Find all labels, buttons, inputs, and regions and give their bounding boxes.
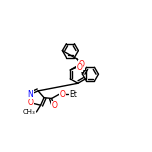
Text: O: O	[60, 90, 66, 99]
Text: CH₃: CH₃	[22, 109, 35, 115]
Text: O: O	[76, 63, 82, 72]
Text: Et: Et	[69, 90, 77, 99]
Text: O: O	[28, 98, 33, 107]
Text: N: N	[28, 90, 33, 99]
Text: O: O	[78, 60, 84, 69]
Text: O: O	[51, 101, 57, 110]
